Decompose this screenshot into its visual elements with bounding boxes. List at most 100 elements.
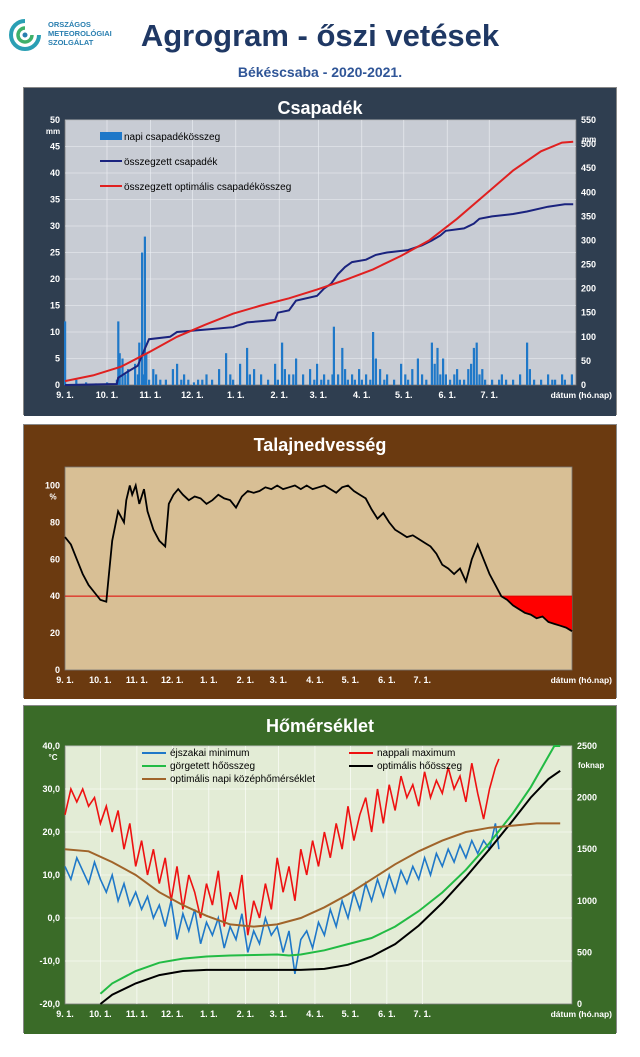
precip-bar (313, 379, 316, 385)
x-tick-label: 9. 1. (56, 675, 74, 685)
precip-bar (467, 369, 470, 385)
x-tick-label: 7. 1. (414, 1009, 432, 1019)
temperature-panel: Hőmérséklet -20,0 -10,0 0,0 10,0 20,0 30,0 40,0… (23, 705, 617, 1034)
precip-bar (148, 379, 151, 385)
precip-bar (500, 374, 503, 385)
precip-bar (288, 374, 291, 385)
y2-tick-label: 250 (581, 260, 596, 270)
x-tick-label: 3. 1. (270, 1009, 288, 1019)
page-subtitle: Békéscsaba - 2020-2021. (237, 64, 403, 80)
y2-tick-label: 400 (581, 187, 596, 197)
precip-bar (260, 374, 263, 385)
legend-label: éjszakai minimum (170, 748, 249, 759)
precip-bar (526, 342, 529, 385)
precip-bar (337, 374, 340, 385)
x-tick-label: 7. 1. (414, 675, 432, 685)
x-tick-label: 4. 1. (306, 1009, 324, 1019)
precip-bar (430, 342, 433, 385)
precip-bar (75, 379, 78, 385)
y2-tick-label: 350 (581, 211, 596, 221)
optimal-heat-sum-line (99, 769, 561, 1005)
precip-bar (547, 374, 550, 385)
optimal-mean-temp-line (64, 822, 561, 928)
precip-bar (505, 379, 508, 385)
y-tick-label: 40,0 (42, 741, 60, 751)
precip-bar (332, 326, 335, 385)
precip-bar (442, 358, 445, 385)
y-unit-label: °C (49, 753, 58, 762)
precip-bar (358, 369, 361, 385)
precip-bar (478, 374, 481, 385)
x-tick-label: 6. 1. (378, 1009, 396, 1019)
precip-bar (456, 369, 459, 385)
precip-bar (475, 342, 478, 385)
precip-bar (143, 236, 146, 385)
precip-bar (117, 321, 120, 385)
precip-bar (281, 342, 284, 385)
precip-bar (498, 379, 501, 385)
y-tick-label: 15 (50, 301, 60, 311)
x-tick-label: 5. 1. (342, 1009, 360, 1019)
day-max-line (64, 758, 500, 936)
precip-bar (134, 363, 137, 385)
temperature-chart: Hőmérséklet -20,0 -10,0 0,0 10,0 20,0 30,0 40,0… (24, 706, 616, 1034)
precip-bar (246, 347, 249, 385)
precip-bar (316, 363, 319, 385)
precip-bar (205, 374, 208, 385)
omsz-logo-icon (9, 19, 41, 51)
precip-bar (528, 369, 531, 385)
precip-bar (472, 347, 475, 385)
precip-bar (570, 374, 573, 385)
precip-bar (341, 347, 344, 385)
x-tick-label: 5. 1. (342, 675, 360, 685)
precip-bar (519, 374, 522, 385)
precip-bar (512, 379, 515, 385)
precip-bar (121, 358, 124, 385)
cumulative-precip-line (64, 203, 574, 386)
y-tick-label: 35 (50, 195, 60, 205)
x-tick-label: 11. 1. (126, 675, 148, 685)
x-tick-label: 2. 1. (237, 675, 255, 685)
precip-bar (386, 374, 389, 385)
y-tick-label: 30 (50, 221, 60, 231)
precip-bar (463, 379, 466, 385)
precip-bar (302, 374, 305, 385)
x-axis-label: dátum (hó.nap) (551, 1009, 613, 1019)
precip-bar (425, 379, 428, 385)
precip-bar (439, 374, 442, 385)
night-min-line (64, 823, 500, 975)
precip-bar (171, 369, 174, 385)
x-tick-label: 7. 1. (480, 390, 498, 400)
precip-bar (383, 379, 386, 385)
precip-bar (253, 369, 256, 385)
precip-bar (360, 379, 363, 385)
precip-bar (155, 374, 158, 385)
soil-moisture-chart: Talajnedvesség 0 20 40 60 80 100% 9. 1. 10. 1. 11… (24, 425, 616, 699)
y2-tick-label: 2500 (577, 741, 597, 751)
precip-bar (142, 374, 145, 385)
precip-bar (164, 379, 167, 385)
precip-bar (145, 353, 148, 385)
y2-tick-label: 200 (581, 284, 596, 294)
precip-bar (554, 379, 557, 385)
legend-label: görgetett hőösszeg (170, 761, 255, 772)
soil-moisture-line (64, 482, 573, 632)
precip-bar (491, 379, 494, 385)
precip-bar (365, 374, 368, 385)
precip-bar (344, 369, 347, 385)
precip-bar (320, 379, 323, 385)
x-tick-label: 6. 1. (438, 390, 456, 400)
precip-bar (127, 369, 130, 385)
precip-bar (267, 379, 270, 385)
y-tick-label: 10,0 (42, 870, 60, 880)
precip-bar (561, 374, 564, 385)
x-axis-label: dátum (hó.nap) (551, 390, 613, 400)
precip-bar (453, 374, 456, 385)
legend-label: összegzett csapadék (124, 157, 218, 168)
x-tick-label: 1. 1. (227, 390, 245, 400)
precip-bar (225, 353, 228, 385)
chart-title: Csapadék (277, 98, 363, 118)
precip-legend: napi csapadékösszeg összegzett csapadék ös… (100, 132, 291, 193)
org-name: ORSZÁGOS METEOROLÓGIAI SZOLGÁLAT (48, 20, 112, 47)
y-tick-label: 25 (50, 248, 60, 258)
